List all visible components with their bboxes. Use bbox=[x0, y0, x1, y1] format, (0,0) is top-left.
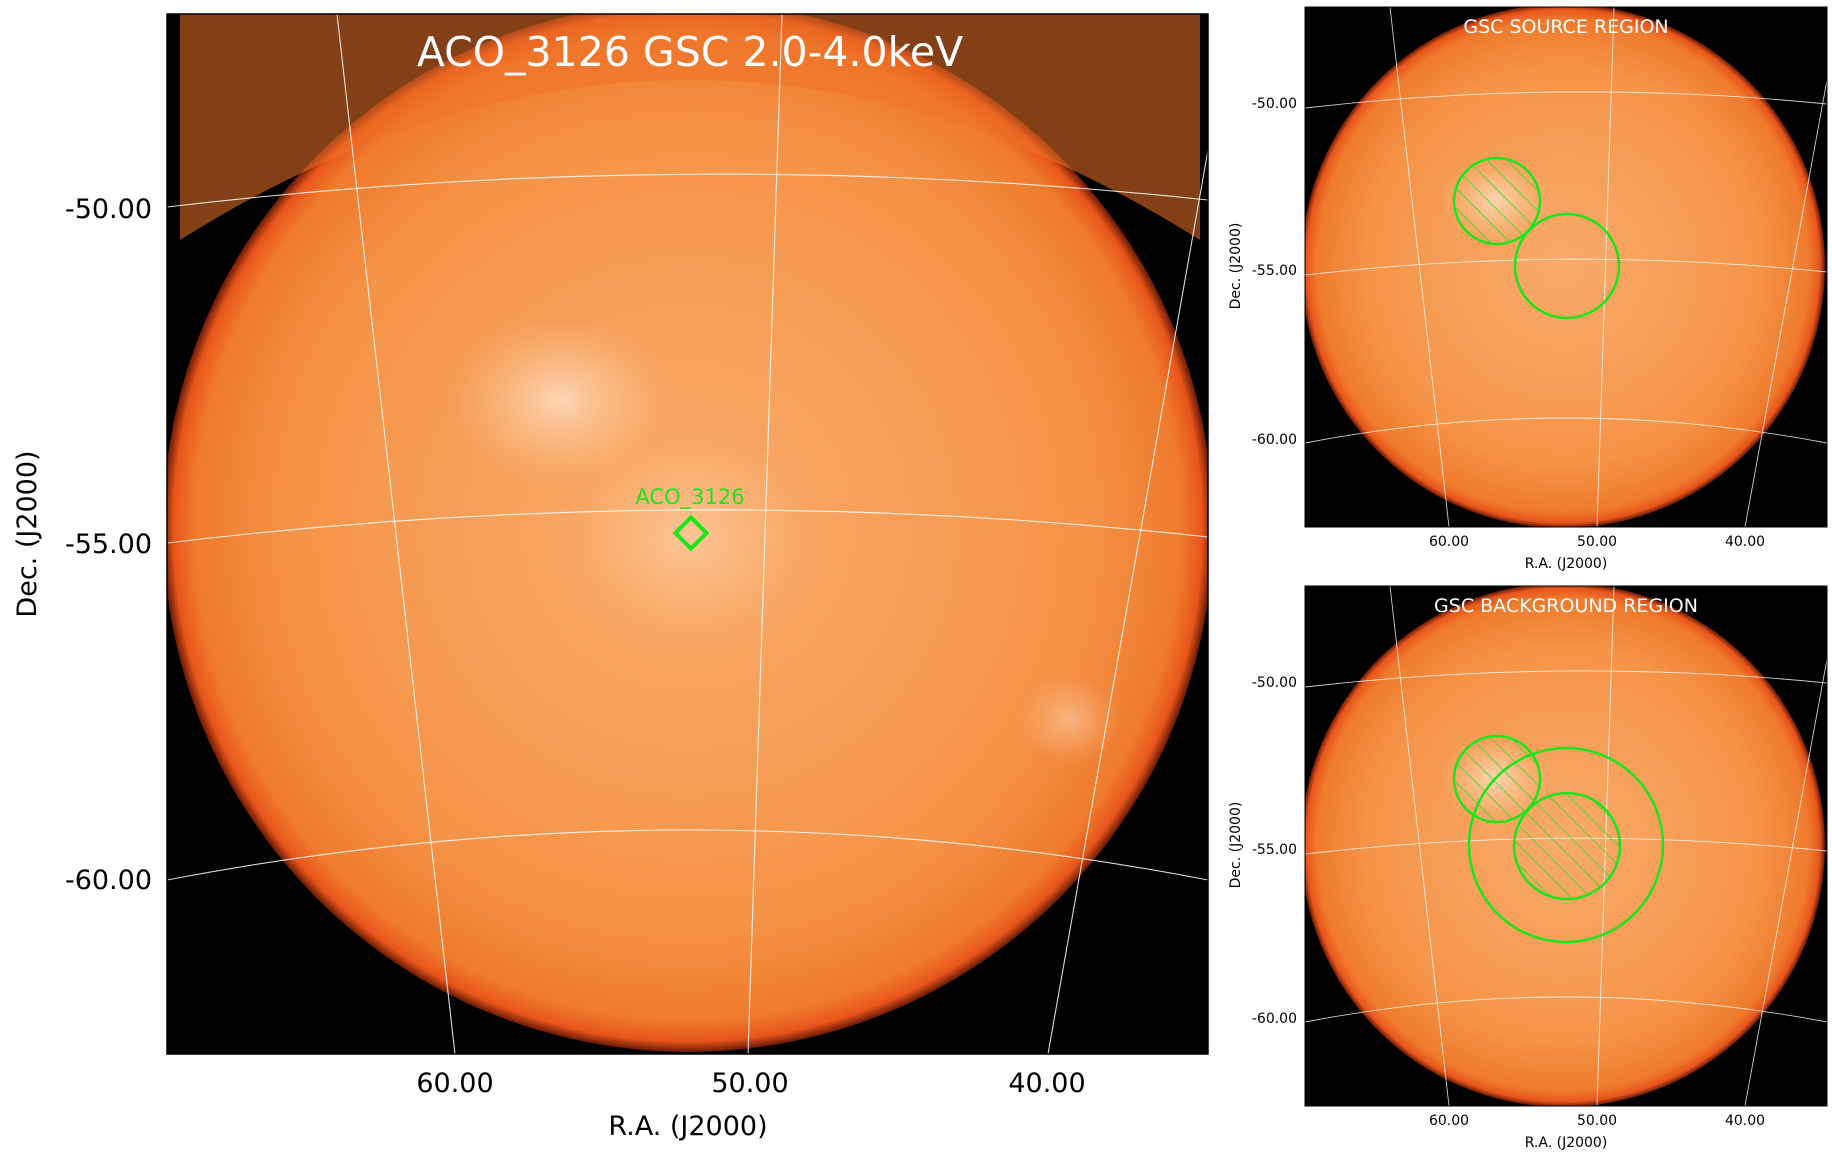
cluster-diamond-marker bbox=[672, 514, 710, 552]
source-y-tick: -55.00 bbox=[1252, 263, 1297, 279]
main-x-axis-label: R.A. (J2000) bbox=[608, 1111, 767, 1142]
main-image-panel: ACO_3126 ACO_3126 GSC 2.0-4.0keV -50.00 … bbox=[12, 13, 1209, 1142]
source-x-tick: 60.00 bbox=[1429, 534, 1469, 550]
background-region-panel: GSC BACKGROUND REGION -50.00 -55.00 -60.… bbox=[1228, 585, 1828, 1151]
background-x-tick: 60.00 bbox=[1429, 1113, 1469, 1129]
main-x-tick: 60.00 bbox=[416, 1068, 493, 1099]
main-y-axis-label: Dec. (J2000) bbox=[12, 450, 43, 617]
source-y-tick: -60.00 bbox=[1252, 432, 1297, 448]
source-region-panel: GSC SOURCE REGION -50.00 -55.00 -60.00 6… bbox=[1228, 6, 1828, 572]
main-x-tick: 50.00 bbox=[711, 1068, 788, 1099]
source-detector-disk bbox=[1305, 7, 1825, 527]
background-frame bbox=[1304, 585, 1828, 1107]
background-x-tick: 50.00 bbox=[1577, 1113, 1617, 1129]
background-y-tick: -50.00 bbox=[1252, 675, 1297, 691]
background-y-axis-label: Dec. (J2000) bbox=[1228, 802, 1244, 889]
source-y-axis-label: Dec. (J2000) bbox=[1228, 223, 1244, 310]
source-x-axis-label: R.A. (J2000) bbox=[1525, 556, 1608, 572]
background-inner-excluded-circle bbox=[1512, 791, 1622, 901]
main-y-tick: -55.00 bbox=[65, 529, 152, 560]
source-coordinate-grid bbox=[1305, 7, 1827, 527]
main-frame bbox=[166, 13, 1209, 1055]
source-excluded-region bbox=[1452, 156, 1542, 246]
main-cluster-emission bbox=[560, 430, 820, 650]
background-outer-circle bbox=[1467, 746, 1665, 944]
background-panel-title: GSC BACKGROUND REGION bbox=[1434, 595, 1698, 617]
main-faint-emission bbox=[1020, 675, 1120, 765]
main-x-tick: 40.00 bbox=[1008, 1068, 1085, 1099]
main-bright-emission-blob bbox=[450, 315, 670, 485]
source-frame bbox=[1304, 6, 1828, 528]
background-excluded-region bbox=[1452, 734, 1542, 824]
source-extraction-circle bbox=[1513, 212, 1621, 320]
main-coordinate-grid bbox=[167, 14, 1208, 1054]
source-x-tick: 40.00 bbox=[1725, 534, 1765, 550]
background-x-axis-label: R.A. (J2000) bbox=[1525, 1135, 1608, 1151]
main-y-tick: -60.00 bbox=[65, 865, 152, 896]
source-panel-title: GSC SOURCE REGION bbox=[1463, 16, 1668, 38]
background-y-tick: -60.00 bbox=[1252, 1011, 1297, 1027]
main-title: ACO_3126 GSC 2.0-4.0keV bbox=[417, 28, 963, 76]
background-x-tick: 40.00 bbox=[1725, 1113, 1765, 1129]
background-y-tick: -55.00 bbox=[1252, 842, 1297, 858]
main-disk-top-darkening bbox=[180, 14, 1200, 240]
source-y-tick: -50.00 bbox=[1252, 96, 1297, 112]
source-x-tick: 50.00 bbox=[1577, 534, 1617, 550]
main-y-tick: -50.00 bbox=[65, 194, 152, 225]
cluster-label: ACO_3126 bbox=[635, 485, 744, 510]
